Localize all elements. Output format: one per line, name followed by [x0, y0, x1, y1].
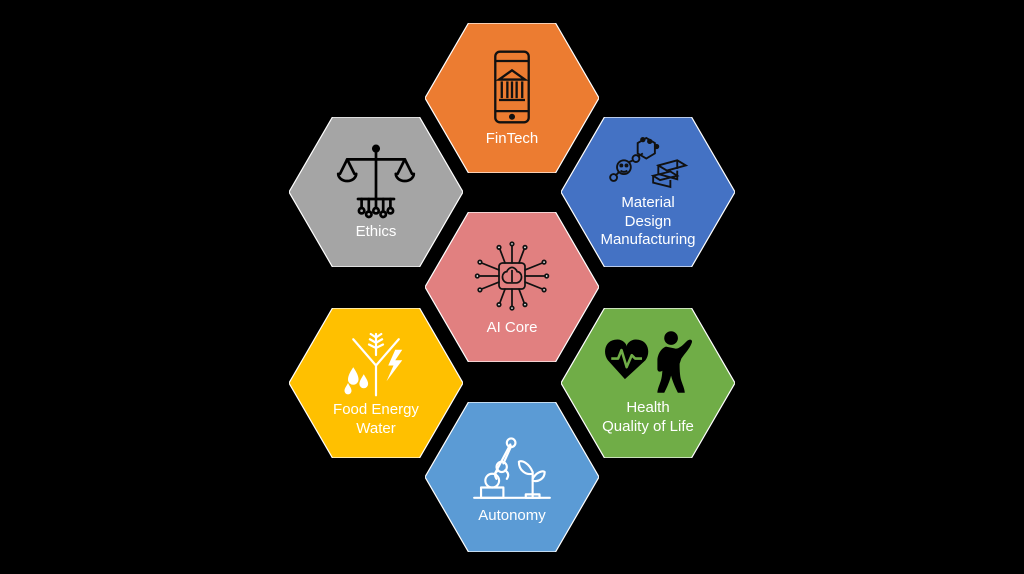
hex-label: Material Design Manufacturing: [600, 194, 695, 250]
hex-label: FinTech: [486, 130, 539, 149]
hex-label: Ethics: [356, 223, 397, 242]
hex-material: Material Design Manufacturing: [561, 117, 735, 267]
scales-icon: [331, 143, 421, 219]
robot-arm-icon: [469, 429, 555, 503]
hex-label: Health Quality of Life: [602, 399, 694, 437]
hex-label: Autonomy: [478, 507, 546, 526]
hex-ethics: Ethics: [289, 117, 463, 267]
few-icon: [331, 327, 421, 397]
health-icon: [601, 329, 695, 395]
bank-phone-icon: [482, 48, 542, 126]
hex-label: AI Core: [487, 319, 538, 338]
ai-chip-icon: [467, 237, 557, 315]
hex-few: Food Energy Water: [289, 308, 463, 458]
hex-label: Food Energy Water: [333, 401, 419, 439]
molecule-icon: [605, 134, 691, 190]
